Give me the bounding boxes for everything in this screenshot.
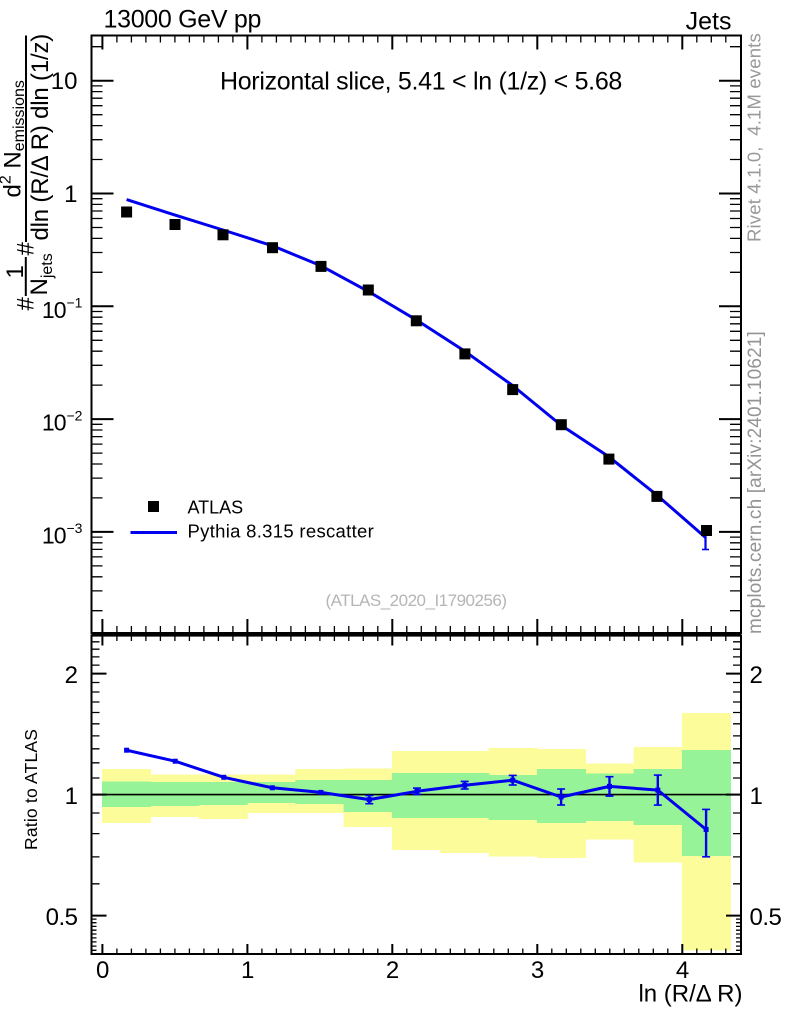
svg-text:1: 1 [750, 783, 763, 810]
svg-text:(ATLAS_2020_I1790256): (ATLAS_2020_I1790256) [325, 591, 506, 610]
svg-text:Horizontal slice, 5.41 < ln (1: Horizontal slice, 5.41 < ln (1/z) < 5.68 [220, 68, 622, 96]
svg-text:0.5: 0.5 [750, 904, 782, 931]
svg-text:3: 3 [531, 957, 544, 984]
svg-text:Pythia 8.315 rescatter: Pythia 8.315 rescatter [188, 521, 375, 542]
svg-text:ATLAS: ATLAS [188, 498, 244, 518]
svg-text:10: 10 [42, 297, 66, 323]
svg-text:#: # [13, 242, 40, 256]
svg-text:1: 1 [241, 957, 254, 984]
svg-text:1: 1 [2, 265, 29, 278]
svg-text:10: 10 [42, 410, 66, 436]
svg-text:2: 2 [386, 957, 399, 984]
svg-text:Rivet 4.1.0, 4.1M events: Rivet 4.1.0, 4.1M events [744, 33, 765, 242]
svg-text:Ratio to ATLAS: Ratio to ATLAS [21, 729, 41, 850]
svg-text:−2: −2 [67, 407, 83, 423]
svg-text:2: 2 [750, 662, 763, 689]
svg-text:0: 0 [96, 957, 109, 984]
svg-text:10: 10 [42, 522, 66, 548]
svg-text:13000 GeV pp: 13000 GeV pp [104, 6, 262, 34]
svg-text:0.5: 0.5 [46, 904, 78, 931]
svg-text:ln (R/Δ R): ln (R/Δ R) [638, 981, 742, 1008]
svg-text:2: 2 [65, 662, 78, 689]
svg-text:1: 1 [64, 181, 77, 208]
svg-text:−1: −1 [67, 295, 83, 311]
svg-text:Jets: Jets [686, 8, 732, 36]
svg-text:10: 10 [51, 68, 78, 95]
svg-text:−3: −3 [67, 520, 83, 536]
svg-text:mcplots.cern.ch [arXiv:2401.10: mcplots.cern.ch [arXiv:2401.10621] [745, 331, 766, 634]
svg-text:#: # [13, 297, 40, 311]
svg-text:1: 1 [65, 783, 78, 810]
svg-text:4: 4 [676, 957, 689, 984]
svg-text:dln (R/Δ R) dln (1/z): dln (R/Δ R) dln (1/z) [27, 34, 54, 241]
